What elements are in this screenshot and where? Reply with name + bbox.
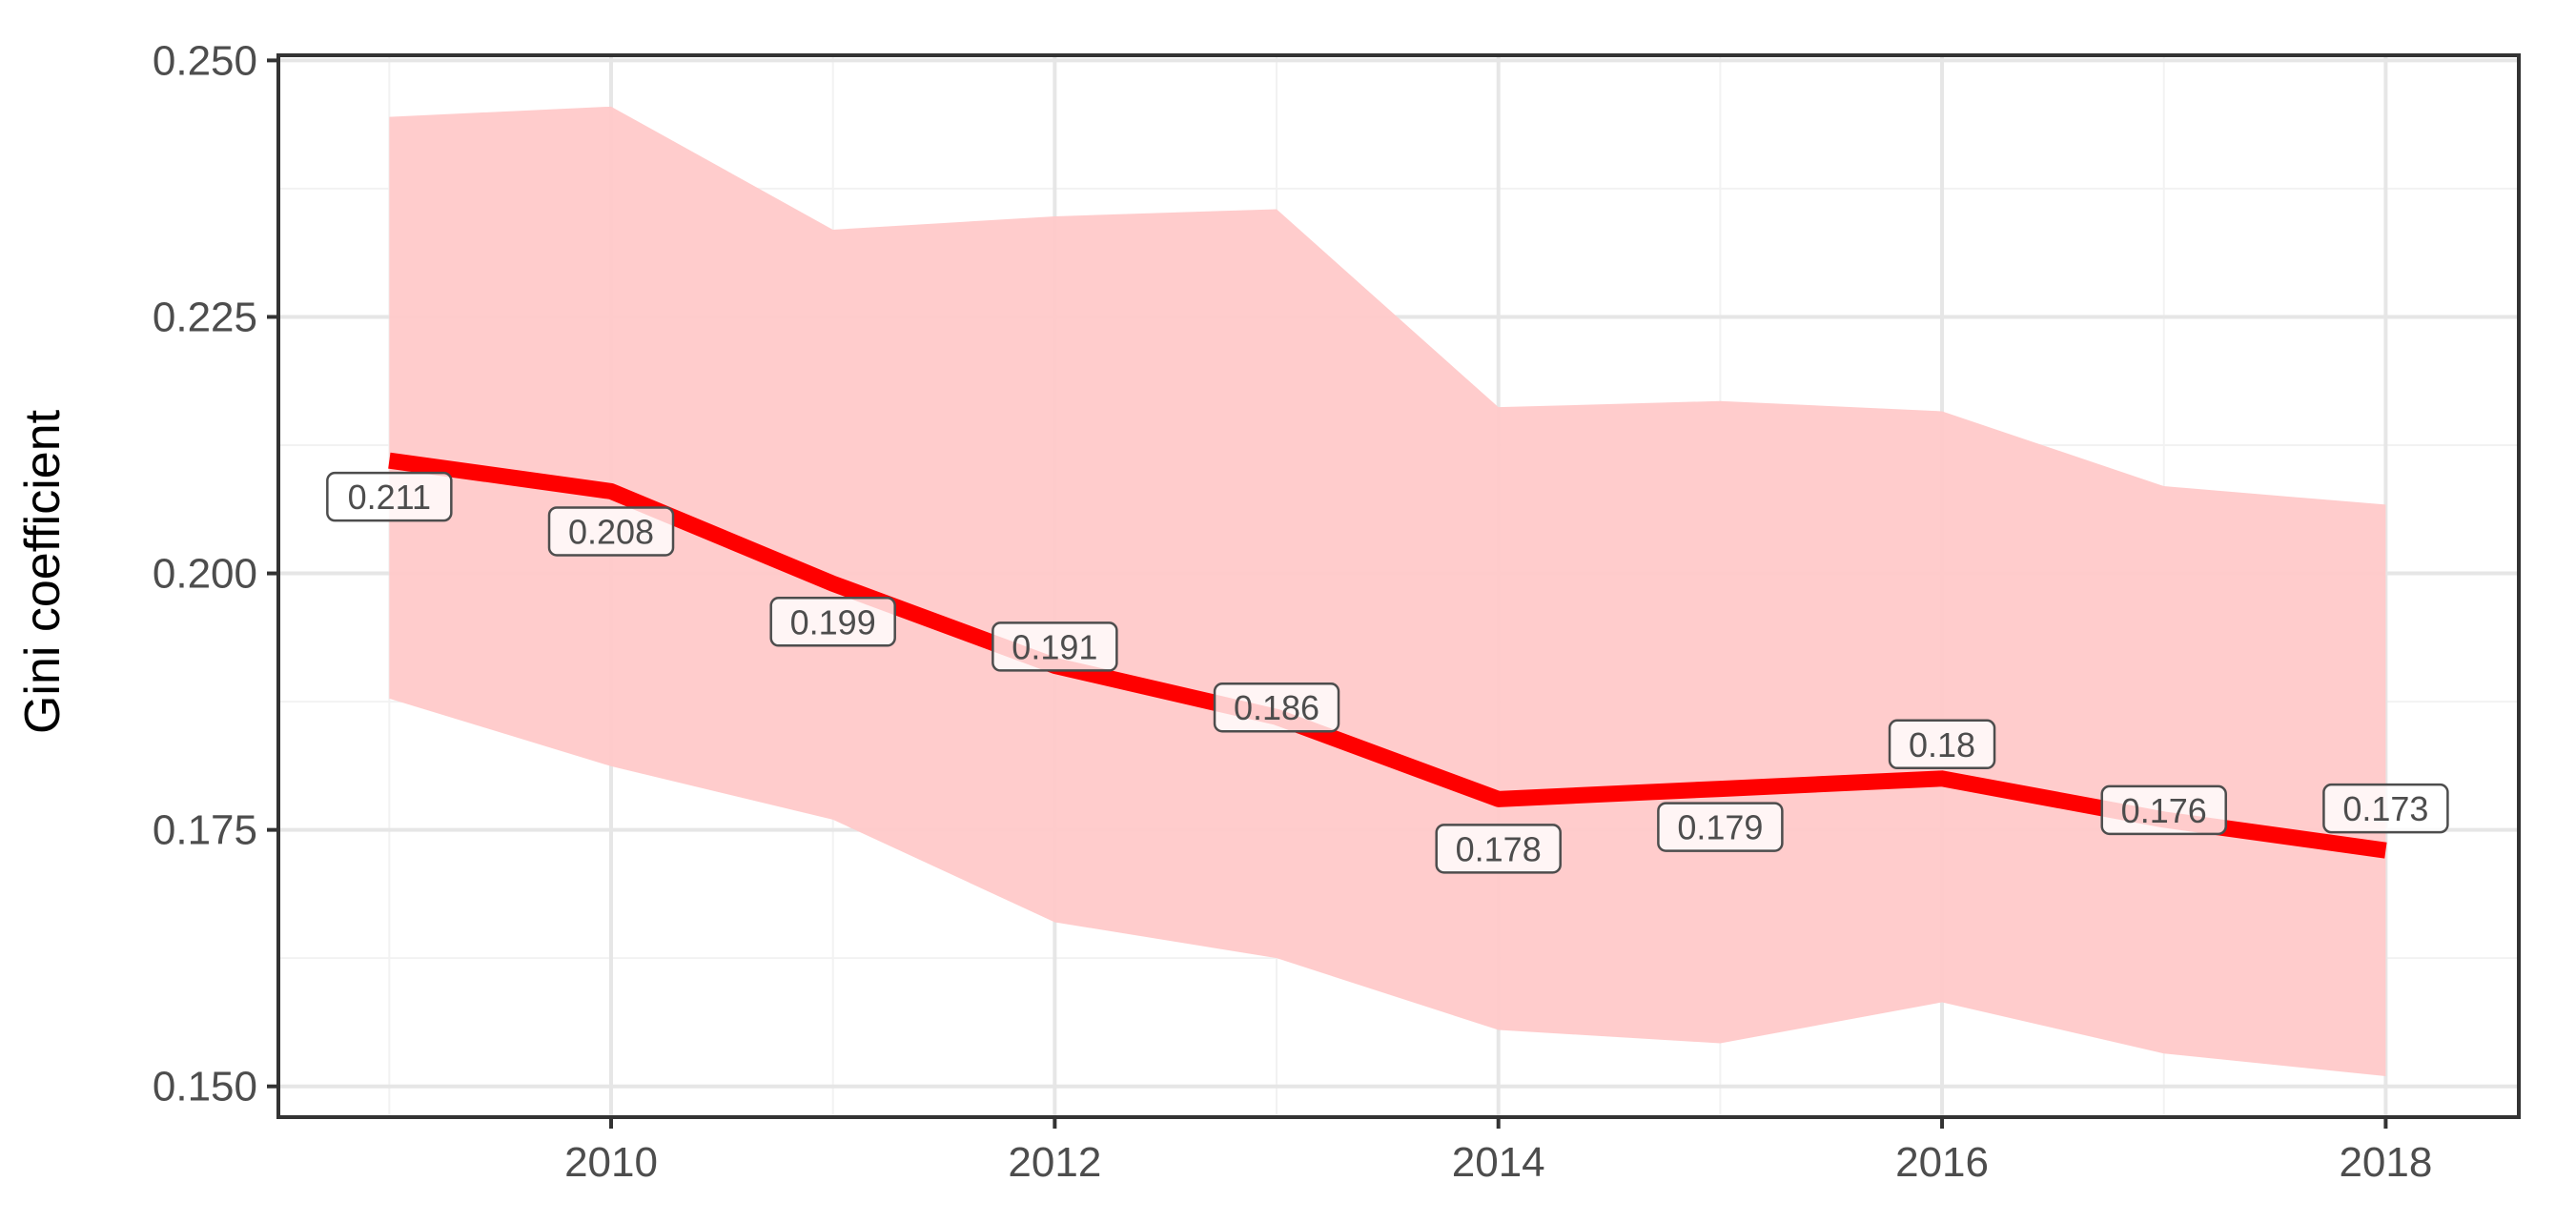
data-label: 0.18: [1888, 719, 1996, 770]
data-label: 0.211: [326, 471, 453, 522]
data-label-box: [769, 597, 896, 647]
y-tick-label: 0.175: [153, 807, 257, 854]
data-label-box: [547, 506, 675, 557]
data-label-box: [1657, 802, 1784, 852]
x-tick-label: 2012: [1008, 1139, 1101, 1186]
data-label-text: 0.191: [1012, 627, 1097, 666]
data-label-box: [992, 621, 1118, 672]
confidence-band: [389, 106, 2386, 1076]
x-tick-label: 2014: [1452, 1139, 1545, 1186]
data-label-text: 0.173: [2342, 789, 2428, 828]
y-tick-label: 0.150: [153, 1064, 257, 1110]
data-label: 0.208: [547, 506, 675, 557]
data-label-box: [1435, 824, 1562, 874]
data-label-box: [1888, 719, 1996, 770]
data-label-box: [2100, 784, 2227, 836]
series-line-layer: [388, 452, 2387, 859]
data-label-box: [1213, 682, 1340, 733]
y-tick-label: 0.200: [153, 551, 257, 598]
y-axis: 0.150 0.175 0.200 0.225 0.250: [153, 37, 278, 1110]
data-label: 0.191: [992, 621, 1118, 672]
data-label: 0.179: [1657, 802, 1784, 852]
data-label-text: 0.199: [790, 602, 876, 642]
data-label: 0.199: [769, 597, 896, 647]
data-label-text: 0.178: [1456, 829, 1542, 868]
y-tick-label: 0.250: [153, 37, 257, 84]
y-tick-label: 0.225: [153, 294, 257, 340]
data-label: 0.176: [2100, 784, 2227, 836]
x-tick-label: 2018: [2339, 1139, 2432, 1186]
data-label-text: 0.179: [1677, 808, 1763, 847]
data-labels: 0.211 0.208 0.199 0.191 0.186 0.178 0.179 0.18 0…: [326, 471, 2449, 874]
panel-border: [276, 53, 2521, 1119]
data-label: 0.173: [2322, 783, 2449, 834]
data-label-box: [326, 471, 453, 522]
x-tick-label: 2016: [1895, 1139, 1989, 1186]
series-line: [388, 452, 2387, 859]
data-label: 0.178: [1435, 824, 1562, 874]
data-label-text: 0.186: [1234, 688, 1319, 727]
data-label-text: 0.176: [2121, 791, 2207, 830]
y-axis-title: Gini coefficient: [15, 409, 71, 734]
confidence-ribbon: [389, 106, 2386, 1076]
data-label: 0.186: [1213, 682, 1340, 733]
data-label-text: 0.18: [1909, 725, 1975, 764]
data-label-box: [2322, 783, 2449, 834]
data-label-text: 0.211: [348, 478, 431, 517]
data-label-text: 0.208: [568, 512, 654, 551]
x-tick-label: 2010: [564, 1139, 658, 1186]
x-axis: 2010 2012 2014 2016 2018: [564, 1117, 2432, 1186]
